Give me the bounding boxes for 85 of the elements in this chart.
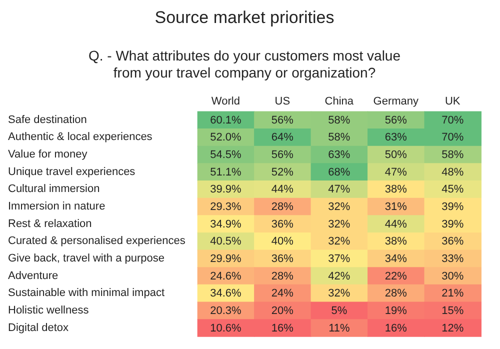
y-tick-label: Immersion in nature [8,200,106,213]
data-label: 37% [328,252,350,265]
data-label: 64% [271,132,294,144]
data-label: 45% [442,184,464,196]
data-label: 21% [442,288,464,300]
data-label: 47% [328,184,350,196]
chart-title: Source market priorities [154,8,334,27]
data-label: 24% [271,288,294,300]
data-label: 54.5% [210,149,242,162]
data-label: 56% [271,149,294,162]
data-label: 70% [442,114,464,126]
data-label: 32% [328,236,350,248]
data-label: 51.1% [210,166,242,178]
data-label: 16% [384,322,408,334]
data-label: 11% [328,322,350,334]
data-label: 5% [331,304,348,317]
data-label: 39% [442,218,464,230]
data-label: 34.6% [210,288,242,300]
data-label: 30% [442,270,464,282]
data-label: 47% [384,166,408,178]
data-label: 22% [384,270,408,282]
x-tick-label: China [324,96,354,108]
data-label: 50% [384,149,408,162]
data-label: 58% [328,132,350,144]
x-tick-label: Germany [373,96,420,108]
data-label: 29.3% [210,201,242,214]
data-label: 58% [328,114,350,126]
data-label: 34.9% [210,218,242,230]
data-label: 38% [384,184,408,196]
data-label: 32% [328,288,350,300]
y-tick-label: Digital detox [8,322,70,334]
data-label: 36% [271,218,294,230]
data-label: 20% [271,304,294,317]
data-label: 31% [384,201,408,214]
data-label: 32% [328,201,350,214]
data-label: 42% [328,270,350,282]
data-label: 44% [271,184,294,196]
data-label: 60.1% [210,114,242,126]
y-tick-label: Value for money [8,148,88,161]
data-label: 20.3% [210,304,242,317]
data-label: 15% [442,304,464,317]
data-label: 58% [442,149,464,162]
data-label: 44% [384,218,408,230]
data-label: 28% [271,270,294,282]
data-label: 40.5% [210,236,242,248]
data-label: 34% [384,252,408,265]
data-label: 48% [442,166,464,178]
data-label: 68% [328,166,350,178]
data-label: 39.9% [210,184,242,196]
y-tick-label: Sustainable with minimal impact [8,287,165,300]
data-label: 24.6% [210,270,242,282]
y-tick-label: Holistic wellness [8,304,90,316]
y-tick-label: Adventure [8,270,58,282]
x-tick-label: UK [444,96,461,108]
x-tick-label: US [274,96,290,108]
y-tick-label: Give back, travel with a purpose [8,252,165,264]
data-label: 19% [384,304,408,317]
chart-subtitle: Q. - What attributes do your customers most value from your travel company or organization? [88,48,401,80]
data-label: 52% [271,166,294,178]
data-label: 38% [384,236,408,248]
data-label: 52.0% [210,132,242,144]
y-tick-label: Curated & personalised experiences [8,235,186,248]
data-label: 36% [442,236,464,248]
data-label: 28% [271,201,294,214]
data-label: 40% [271,236,294,248]
data-label: 56% [271,114,294,126]
data-label: 63% [384,132,408,144]
data-label: 56% [384,114,408,126]
y-tick-label: Authentic & local experiences [8,131,153,144]
y-tick-label: Rest & relaxation [8,218,92,230]
data-label: 63% [328,149,350,162]
data-label: 70% [442,132,464,144]
data-label: 28% [384,288,408,300]
data-label: 36% [271,252,294,265]
y-tick-label: Safe destination [8,114,87,126]
data-label: 39% [442,201,464,214]
x-tick-label: World [211,96,240,108]
data-label: 16% [271,322,294,334]
data-label: 32% [328,218,350,230]
y-tick-label: Cultural immersion [8,183,100,196]
data-label: 10.6% [210,322,242,334]
y-tick-label: Unique travel experiences [8,166,136,178]
data-label: 33% [442,252,464,265]
data-label: 29.9% [210,252,242,265]
data-label: 12% [442,322,464,334]
